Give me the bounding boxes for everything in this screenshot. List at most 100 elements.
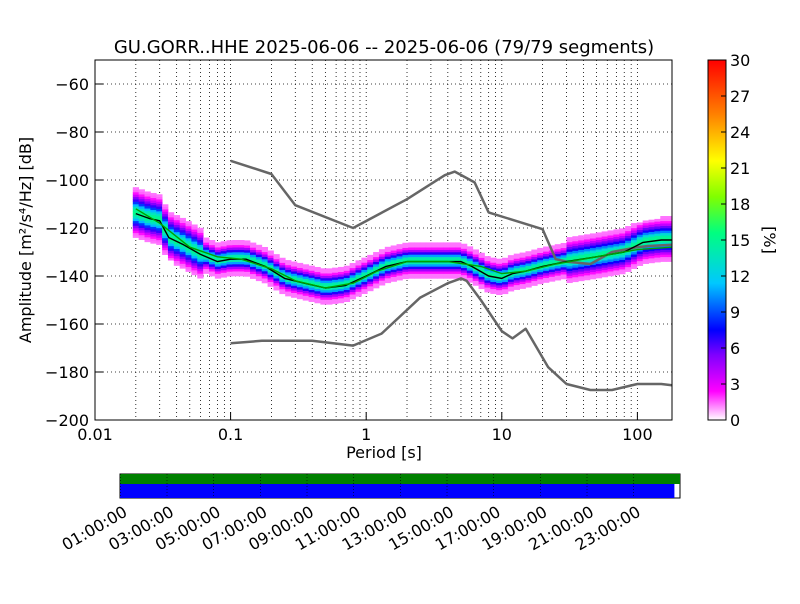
heatmap-cell xyxy=(607,259,614,262)
heatmap-cell xyxy=(144,208,151,211)
heatmap-cell xyxy=(589,269,597,273)
heatmap-cell xyxy=(419,268,427,272)
heatmap-cell xyxy=(572,240,579,244)
heatmap-cell xyxy=(636,244,644,247)
heatmap-cell xyxy=(613,272,620,276)
heatmap-cell xyxy=(490,264,497,268)
heatmap-cell xyxy=(320,277,327,281)
heatmap-cell xyxy=(666,252,672,255)
heatmap-cell xyxy=(543,270,550,274)
x-tick-label: 0.1 xyxy=(218,425,243,444)
heatmap-cell xyxy=(144,191,151,195)
heatmap-cell xyxy=(584,243,591,247)
heatmap-cell xyxy=(343,275,351,278)
heatmap-cell xyxy=(543,258,550,262)
heatmap-cell xyxy=(226,266,233,270)
heatmap-cell xyxy=(138,194,145,197)
heatmap-cell xyxy=(531,266,538,270)
heatmap-cell xyxy=(355,260,362,264)
heatmap-cell xyxy=(156,230,163,233)
heatmap-cell xyxy=(496,263,503,267)
heatmap-cell xyxy=(543,263,550,267)
heatmap-cell xyxy=(513,256,521,259)
heatmap-cell xyxy=(197,261,204,265)
heatmap-cell xyxy=(466,272,474,276)
heatmap-cell xyxy=(138,225,145,229)
heatmap-cell xyxy=(525,265,532,269)
heatmap-cell xyxy=(525,280,532,283)
heatmap-cell xyxy=(332,291,339,295)
heatmap-cell xyxy=(302,276,310,280)
heatmap-cell xyxy=(191,246,198,249)
heatmap-cell xyxy=(244,273,251,277)
heatmap-cell xyxy=(349,296,356,300)
heatmap-cell xyxy=(513,280,521,283)
heatmap-cell xyxy=(208,259,216,262)
heatmap-cell xyxy=(443,256,450,260)
heatmap-cell xyxy=(308,287,315,290)
heatmap-cell xyxy=(197,275,204,279)
heatmap-cell xyxy=(525,268,532,271)
heatmap-cell xyxy=(384,280,392,284)
heatmap-cell xyxy=(531,256,538,260)
heatmap-cell xyxy=(642,232,649,236)
heatmap-cell xyxy=(630,223,638,226)
heatmap-cell xyxy=(455,273,462,277)
heatmap-cell xyxy=(636,234,644,238)
heatmap-cell xyxy=(214,251,222,255)
heatmap-cell xyxy=(361,284,368,287)
heatmap-cell xyxy=(244,242,251,246)
heatmap-cell xyxy=(144,239,151,243)
heatmap-cell xyxy=(537,247,544,251)
heatmap-cell xyxy=(654,223,661,227)
heatmap-cell xyxy=(496,258,503,262)
heatmap-cell xyxy=(613,238,620,242)
heatmap-cell xyxy=(279,264,286,268)
heatmap-cell xyxy=(554,246,562,250)
heatmap-cell xyxy=(361,267,368,270)
heatmap-cell xyxy=(554,275,562,279)
heatmap-cell xyxy=(343,270,351,274)
heatmap-cell xyxy=(414,276,421,279)
heatmap-cell xyxy=(150,216,157,220)
heatmap-cell xyxy=(431,244,438,248)
heatmap-cell xyxy=(150,214,157,218)
heatmap-cell xyxy=(214,263,222,267)
heatmap-cell xyxy=(337,271,345,275)
heatmap-cell xyxy=(625,254,632,258)
heatmap-cell xyxy=(419,266,427,270)
heatmap-cell xyxy=(273,275,280,279)
heatmap-cell xyxy=(156,218,163,221)
heatmap-cell xyxy=(414,244,421,248)
heatmap-cell xyxy=(214,244,222,248)
heatmap-cell xyxy=(461,253,468,257)
heatmap-cell xyxy=(496,268,503,272)
heatmap-cell xyxy=(308,270,315,274)
heatmap-cell xyxy=(654,226,661,229)
heatmap-cell xyxy=(625,235,632,239)
heatmap-cell xyxy=(414,261,421,265)
heatmap-cell xyxy=(419,276,427,279)
heatmap-cell xyxy=(466,279,474,283)
heatmap-cell xyxy=(343,299,351,302)
heatmap-cell xyxy=(320,270,327,274)
heatmap-cell xyxy=(642,246,649,250)
heatmap-cell xyxy=(595,256,603,260)
heatmap-cell xyxy=(255,244,263,248)
heatmap-cell xyxy=(666,240,672,243)
heatmap-cell xyxy=(466,246,474,250)
heatmap-cell xyxy=(619,252,626,256)
heatmap-cell xyxy=(291,285,298,289)
heatmap-cell xyxy=(203,242,210,246)
heatmap-cell xyxy=(601,243,608,247)
heatmap-cell xyxy=(519,281,526,285)
x-tick-label: 0.01 xyxy=(77,425,113,444)
heatmap-cell xyxy=(537,274,544,278)
heatmap-cell xyxy=(642,227,649,231)
heatmap-cell xyxy=(138,230,145,233)
heatmap-cell xyxy=(419,247,427,250)
heatmap-cell xyxy=(648,258,655,261)
heatmap-cell xyxy=(138,198,145,202)
heatmap-cell xyxy=(179,225,186,228)
